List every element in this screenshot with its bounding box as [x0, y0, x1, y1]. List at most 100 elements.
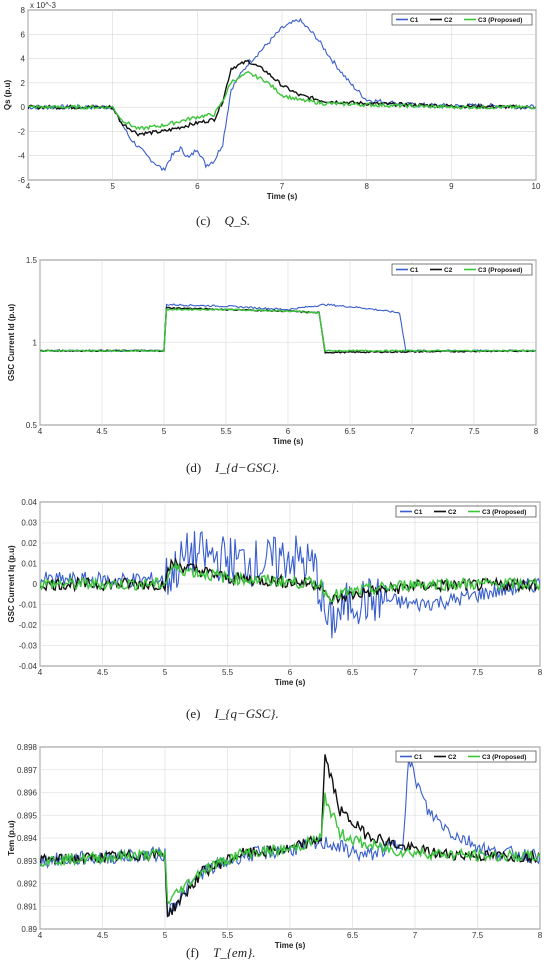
legend-label: C2 [444, 17, 453, 24]
legend-box [391, 13, 533, 26]
caption-label: (c) [196, 213, 211, 228]
chart-iq-gsc: 4 4.5 5 5.5 6 6.5 7 7.5 8 -0.04 -0.03 -0.02 -0.01 0 0.… [7, 498, 543, 687]
legend-label: C2 [448, 509, 457, 516]
legend-label: C1 [414, 754, 423, 761]
x-tick-label: 7 [413, 931, 418, 940]
x-tick-label: 4 [38, 931, 43, 940]
x-tick-label: 6.5 [347, 931, 359, 940]
x-tick-label: 6 [288, 931, 293, 940]
x-tick-label: 10 [532, 182, 541, 191]
legend-label: C1 [414, 509, 423, 516]
y-tick-label: 0.04 [21, 498, 37, 507]
x-tick-label: 7 [413, 668, 418, 677]
y-tick-label: 0.894 [17, 834, 38, 843]
y-tick-label: -4 [18, 152, 26, 161]
series-line-c3 [28, 70, 536, 131]
legend: C1 C2 C3 (Proposed) [395, 750, 537, 763]
series-line-c1 [40, 756, 540, 917]
legend-box [395, 750, 537, 763]
series-line-c3 [40, 792, 540, 905]
y-tick-label: 2 [21, 79, 26, 88]
x-tick-label: 6 [286, 427, 291, 436]
x-tick-label: 4 [38, 427, 43, 436]
y-tick-label: 0.898 [17, 743, 38, 752]
x-tick-label: 9 [449, 182, 454, 191]
series-line-c2 [40, 557, 540, 607]
x-axis-label: Time (s) [267, 192, 298, 201]
x-tick-label: 6 [195, 182, 200, 191]
y-axis-label: Qs (p.u) [3, 80, 12, 111]
legend-box [391, 263, 533, 276]
y-tick-label: -2 [18, 127, 26, 136]
x-tick-label: 5.5 [222, 931, 234, 940]
y-tick-label: 0.89 [21, 925, 37, 934]
caption-label: (f) [186, 945, 199, 960]
chart-panel-tem: 4 4.5 5 5.5 6 6.5 7 7.5 8 0.89 0.891 0.892 0.893 0.89… [0, 733, 550, 963]
y-exponent-label: x 10^-3 [30, 1, 57, 10]
chart-tem: 4 4.5 5 5.5 6 6.5 7 7.5 8 0.89 0.891 0.892 0.893 0.89… [7, 743, 543, 950]
caption-label: (d) [186, 460, 202, 475]
x-tick-label: 5.5 [222, 668, 234, 677]
x-tick-label: 8 [534, 427, 539, 436]
x-tick-label: 4.5 [96, 427, 108, 436]
y-tick-label: 0 [21, 103, 26, 112]
chart-panel-qs: 4 5 6 7 8 9 10 -6 -4 -2 0 2 4 6 8 x 10^-3 Time (s) Qs (p.… [0, 0, 550, 240]
caption-tem: (f) T_{em}. [186, 945, 256, 961]
x-tick-label: 8 [538, 668, 543, 677]
y-tick-label: 0.895 [17, 811, 38, 820]
x-tick-label: 7 [280, 182, 285, 191]
legend-label: C2 [448, 754, 457, 761]
chart-panel-id-gsc: 4 4.5 5 5.5 6 6.5 7 7.5 8 0.5 1 1.5 Time (s) GSC Curr… [0, 245, 550, 485]
caption-symbol: T_{em}. [213, 945, 256, 960]
y-tick-label: 1.5 [26, 256, 38, 265]
x-tick-label: 7 [410, 427, 415, 436]
x-tick-label: 5 [110, 182, 115, 191]
x-tick-label: 6.5 [344, 427, 356, 436]
y-tick-label: 0.893 [17, 857, 38, 866]
x-tick-label: 7.5 [472, 668, 484, 677]
y-tick-label: -6 [18, 176, 26, 185]
legend: C1 C2 C3 (Proposed) [391, 13, 533, 26]
x-tick-label: 7.5 [472, 931, 484, 940]
y-axis-label: Tem (p.u) [7, 820, 16, 856]
x-tick-label: 5 [162, 427, 167, 436]
x-axis-label: Time (s) [273, 437, 304, 446]
y-tick-label: 0.891 [17, 902, 38, 911]
legend-label: C1 [410, 267, 419, 274]
x-tick-label: 4.5 [97, 931, 109, 940]
legend-label: C2 [444, 267, 453, 274]
y-tick-label: 0.01 [21, 560, 37, 569]
y-axis-label: GSC Current Id (p.u) [7, 304, 16, 382]
legend: C1 C2 C3 (Proposed) [391, 263, 533, 276]
caption-qs: (c) Q_S. [196, 213, 250, 229]
x-tick-label: 5.5 [220, 427, 232, 436]
x-tick-label: 5 [163, 931, 168, 940]
y-tick-label: 0.896 [17, 789, 38, 798]
y-tick-label: 0.892 [17, 880, 38, 889]
y-tick-label: -0.04 [19, 662, 38, 671]
x-tick-label: 6.5 [347, 668, 359, 677]
legend-box [395, 505, 537, 518]
y-tick-label: 0.03 [21, 519, 37, 528]
legend: C1 C2 C3 (Proposed) [395, 505, 537, 518]
y-tick-label: -0.02 [19, 621, 38, 630]
y-tick-label: 8 [21, 6, 26, 15]
caption-symbol: Q_S. [224, 213, 251, 228]
legend-label: C1 [410, 17, 419, 24]
caption-symbol: I_{d−GSC}. [215, 460, 280, 475]
y-tick-label: 0.02 [21, 539, 37, 548]
x-tick-label: 8 [364, 182, 369, 191]
y-tick-label: 4 [21, 55, 26, 64]
x-tick-label: 4 [38, 668, 43, 677]
x-tick-label: 4.5 [97, 668, 109, 677]
caption-symbol: I_{q−GSC}. [214, 706, 279, 721]
y-tick-label: -0.03 [19, 642, 38, 651]
chart-panel-iq-gsc: 4 4.5 5 5.5 6 6.5 7 7.5 8 -0.04 -0.03 -0.02 -0.01 0 0.… [0, 490, 550, 730]
y-tick-label: 0.5 [26, 421, 38, 430]
y-tick-label: 6 [21, 30, 26, 39]
x-tick-label: 4 [26, 182, 31, 191]
series-line-c1 [40, 530, 540, 639]
legend-label: C3 (Proposed) [482, 509, 526, 516]
y-tick-label: 0.897 [17, 766, 38, 775]
legend-label: C3 (Proposed) [478, 267, 522, 274]
